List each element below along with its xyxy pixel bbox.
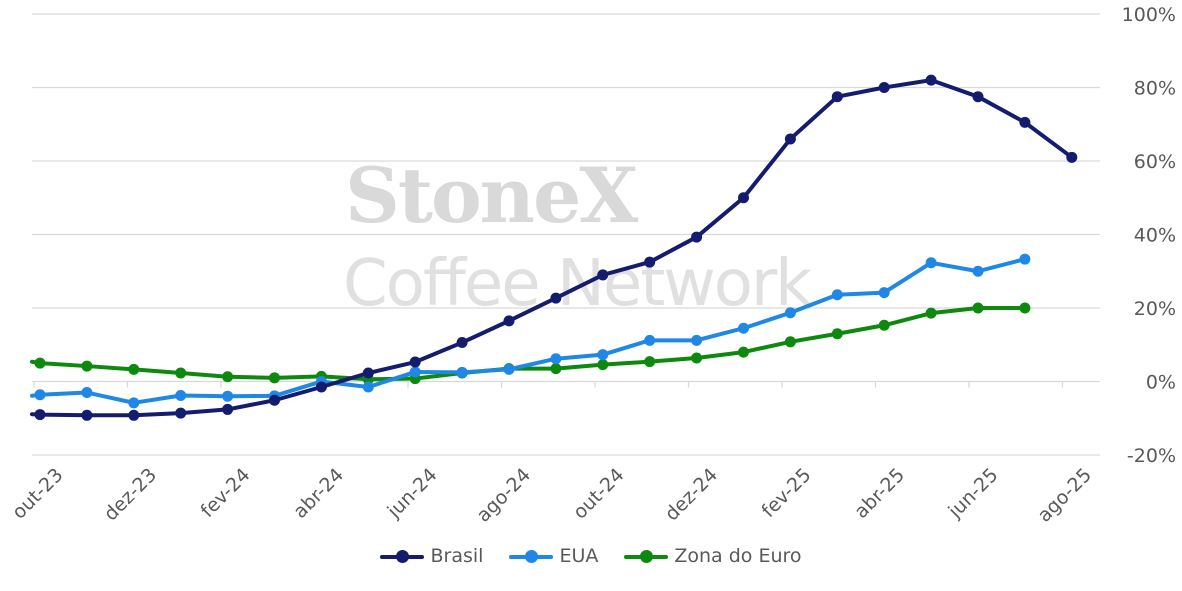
data-point <box>81 387 93 399</box>
y-tick-label: 100% <box>1122 4 1176 26</box>
data-point <box>456 337 468 349</box>
x-tick-label: ago-25 <box>1033 464 1096 527</box>
data-point <box>1019 116 1031 128</box>
data-point <box>503 363 515 375</box>
data-point <box>550 353 562 365</box>
data-point <box>691 231 703 243</box>
data-point <box>175 407 187 419</box>
data-point <box>128 397 140 409</box>
y-tick-label: 60% <box>1134 151 1176 173</box>
data-point <box>925 307 937 319</box>
data-point <box>269 372 280 384</box>
data-point <box>503 315 515 327</box>
x-tick-label: out-23 <box>8 464 68 524</box>
series-line <box>30 78 1074 418</box>
x-tick-label: jun-25 <box>944 464 1003 523</box>
data-point <box>925 257 937 269</box>
data-point <box>738 322 749 334</box>
x-tick-label: fev-25 <box>757 464 815 522</box>
legend-swatch <box>509 549 554 563</box>
legend-label: Brasil <box>430 545 484 567</box>
data-point <box>597 349 609 361</box>
data-point <box>409 356 421 368</box>
legend-item: Brasil <box>380 545 483 567</box>
data-point <box>222 403 234 415</box>
data-point <box>784 307 796 319</box>
data-point <box>175 367 187 379</box>
data-point <box>644 334 656 346</box>
data-point <box>831 289 843 301</box>
x-tick-label: abr-25 <box>850 464 909 523</box>
data-point <box>784 133 796 145</box>
data-point <box>691 334 703 346</box>
y-tick-label: 40% <box>1134 225 1176 247</box>
data-point <box>315 381 327 393</box>
data-point <box>878 319 890 331</box>
x-tick-label: dez-23 <box>100 464 161 525</box>
legend-item: Zona do Euro <box>624 545 802 567</box>
y-tick-label: 20% <box>1134 298 1176 320</box>
data-point <box>691 352 703 364</box>
data-point <box>878 287 890 299</box>
data-point <box>456 366 468 378</box>
data-point <box>831 91 843 103</box>
data-point <box>175 389 187 401</box>
watermark-line2: Coffee Network <box>343 247 812 321</box>
data-point <box>222 371 234 383</box>
data-point <box>550 363 562 375</box>
legend: Brasil EUA Zona do Euro <box>0 545 1182 567</box>
data-point <box>784 336 796 348</box>
data-point <box>972 265 984 277</box>
data-point <box>878 82 890 93</box>
data-point <box>738 192 749 204</box>
data-point <box>1019 302 1031 314</box>
data-point <box>362 381 374 393</box>
legend-swatch <box>624 549 669 563</box>
legend-swatch <box>380 549 425 563</box>
x-tick-label: dez-24 <box>661 464 722 525</box>
series-eua <box>30 253 1031 409</box>
legend-label: Zona do Euro <box>674 545 802 567</box>
data-point <box>550 292 562 304</box>
y-tick-label: -20% <box>1127 445 1176 467</box>
x-tick-label: fev-24 <box>196 464 254 522</box>
data-point <box>34 357 46 369</box>
data-point <box>81 360 93 372</box>
x-tick-label: ago-24 <box>472 464 535 527</box>
data-point <box>222 390 234 402</box>
series-brasil <box>30 74 1078 421</box>
data-point <box>409 366 421 378</box>
stonex-watermark: StoneX Coffee Network <box>343 151 814 321</box>
data-point <box>597 269 609 281</box>
data-point <box>831 328 843 340</box>
data-point <box>1066 151 1078 163</box>
data-point <box>1019 253 1031 265</box>
data-point <box>738 346 749 358</box>
data-point <box>128 409 140 421</box>
y-tick-label: 80% <box>1134 78 1176 100</box>
data-point <box>362 367 374 379</box>
data-point <box>81 409 93 421</box>
data-point <box>644 256 656 268</box>
data-point <box>34 389 46 401</box>
x-tick-label: out-24 <box>569 464 629 524</box>
data-point <box>597 359 609 371</box>
watermark-line1: StoneX <box>345 151 638 240</box>
data-point <box>972 302 984 314</box>
data-point <box>34 409 46 421</box>
data-point <box>972 91 984 103</box>
data-point <box>925 74 937 86</box>
data-point <box>644 356 656 368</box>
legend-item: EUA <box>509 545 598 567</box>
data-point <box>128 363 140 375</box>
x-tick-label: jun-24 <box>383 464 442 523</box>
y-tick-label: 0% <box>1146 372 1176 394</box>
data-point <box>269 394 280 406</box>
x-tick-label: abr-24 <box>289 464 348 523</box>
legend-label: EUA <box>559 545 599 567</box>
